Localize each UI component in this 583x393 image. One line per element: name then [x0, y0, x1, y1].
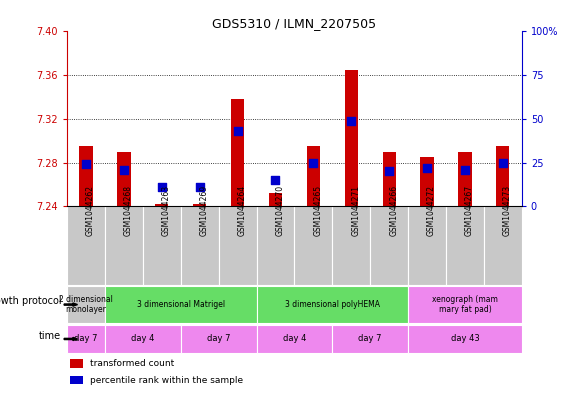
Bar: [294, 206, 332, 285]
Bar: [79, 146, 93, 206]
Text: GSM1044266: GSM1044266: [389, 185, 398, 236]
Bar: [345, 70, 358, 206]
Bar: [70, 376, 83, 384]
Bar: [496, 146, 510, 206]
Bar: [105, 206, 143, 285]
Point: [385, 168, 394, 174]
Text: day 7: day 7: [207, 334, 230, 343]
Point: [82, 161, 91, 167]
Point: [422, 165, 431, 171]
Text: GSM1044270: GSM1044270: [275, 185, 285, 236]
Bar: [193, 204, 206, 206]
Bar: [70, 359, 83, 368]
Text: GSM1044271: GSM1044271: [351, 185, 360, 236]
Text: GSM1044267: GSM1044267: [465, 185, 474, 236]
Text: 3 dimensional Matrigel: 3 dimensional Matrigel: [136, 300, 225, 309]
Bar: [420, 157, 434, 206]
Text: GSM1044268: GSM1044268: [124, 185, 133, 236]
Text: GSM1044265: GSM1044265: [313, 185, 322, 236]
Bar: [408, 325, 522, 353]
Text: transformed count: transformed count: [90, 359, 175, 368]
Text: GSM1044272: GSM1044272: [427, 185, 436, 236]
Point: [346, 118, 356, 124]
Point: [308, 160, 318, 166]
Bar: [484, 206, 522, 285]
Bar: [257, 286, 408, 323]
Text: 3 dimensional polyHEMA: 3 dimensional polyHEMA: [285, 300, 380, 309]
Bar: [155, 204, 168, 206]
Bar: [231, 99, 244, 206]
Text: GSM1044273: GSM1044273: [503, 185, 512, 236]
Text: day 7: day 7: [74, 334, 98, 343]
Bar: [181, 206, 219, 285]
Point: [460, 167, 469, 173]
Point: [498, 160, 507, 166]
Point: [195, 184, 205, 190]
Text: GSM1044264: GSM1044264: [238, 185, 247, 236]
Text: growth protocol: growth protocol: [0, 296, 61, 306]
Point: [233, 128, 243, 134]
Text: time: time: [39, 331, 61, 341]
Bar: [307, 146, 320, 206]
Bar: [105, 286, 257, 323]
Bar: [332, 325, 408, 353]
Text: GSM1044262: GSM1044262: [86, 185, 95, 236]
Bar: [257, 325, 332, 353]
Text: 2 dimensional
monolayer: 2 dimensional monolayer: [59, 295, 113, 314]
Text: day 4: day 4: [131, 334, 154, 343]
Bar: [143, 206, 181, 285]
Bar: [382, 152, 396, 206]
Bar: [408, 286, 522, 323]
Bar: [219, 206, 257, 285]
Text: xenograph (mam
mary fat pad): xenograph (mam mary fat pad): [432, 295, 498, 314]
Bar: [67, 325, 105, 353]
Text: day 43: day 43: [451, 334, 479, 343]
Bar: [446, 206, 484, 285]
Bar: [332, 206, 370, 285]
Point: [157, 184, 167, 190]
Text: GSM1044263: GSM1044263: [161, 185, 171, 236]
Bar: [408, 206, 446, 285]
Title: GDS5310 / ILMN_2207505: GDS5310 / ILMN_2207505: [212, 17, 377, 30]
Bar: [458, 152, 472, 206]
Bar: [181, 325, 257, 353]
Text: day 7: day 7: [359, 334, 382, 343]
Bar: [67, 206, 105, 285]
Bar: [105, 325, 181, 353]
Bar: [67, 286, 105, 323]
Bar: [117, 152, 131, 206]
Bar: [370, 206, 408, 285]
Text: day 4: day 4: [283, 334, 306, 343]
Text: GSM1044269: GSM1044269: [199, 185, 209, 236]
Bar: [257, 206, 294, 285]
Bar: [269, 193, 282, 206]
Point: [119, 167, 128, 173]
Text: percentile rank within the sample: percentile rank within the sample: [90, 376, 244, 384]
Point: [271, 177, 280, 183]
